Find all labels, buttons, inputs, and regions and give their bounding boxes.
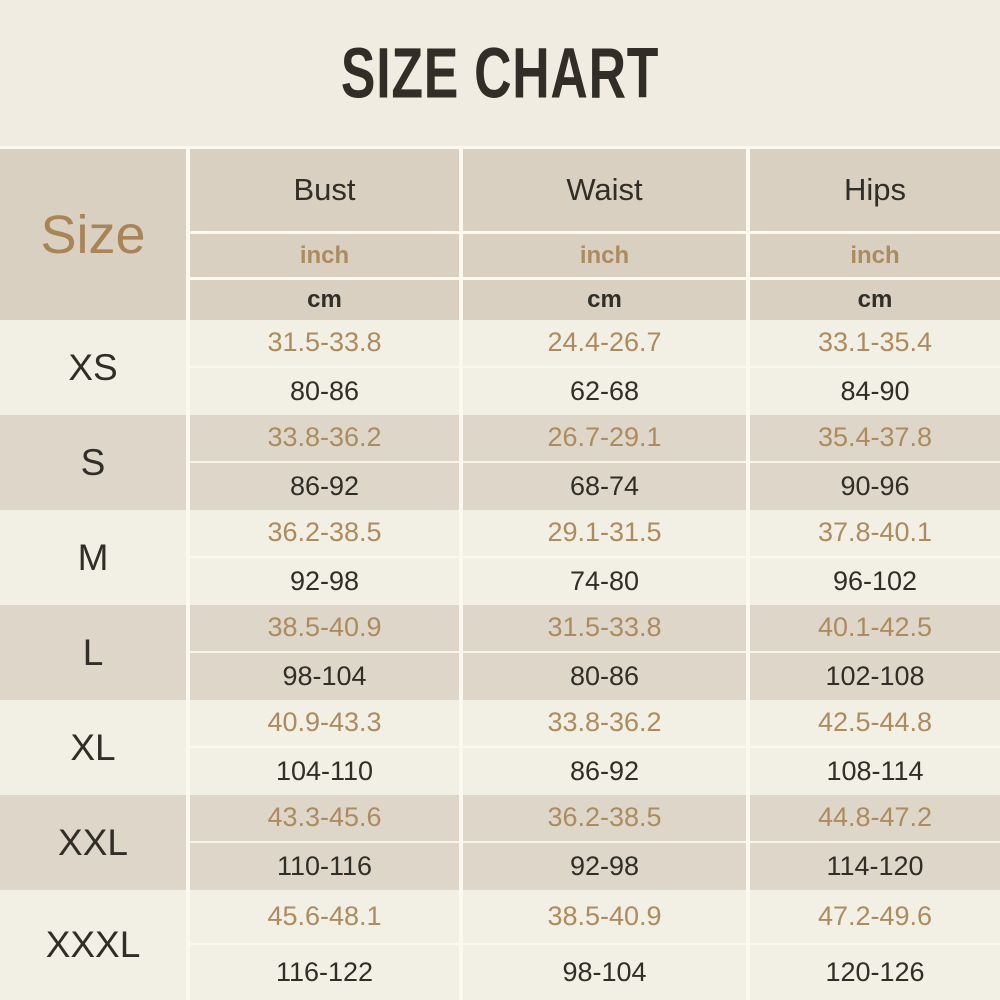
bust-values: 36.2-38.5 92-98: [190, 510, 459, 605]
waist-values: 29.1-31.5 74-80: [463, 510, 746, 605]
bust-values: 43.3-45.6 110-116: [190, 795, 459, 890]
waist-inch-value: 29.1-31.5: [463, 510, 746, 558]
waist-values: 38.5-40.9 98-104: [463, 890, 746, 1000]
waist-inch-value: 26.7-29.1: [463, 415, 746, 463]
waist-values: 33.8-36.2 86-92: [463, 700, 746, 795]
unit-label-cm: cm: [190, 280, 459, 320]
hips-values: 44.8-47.2 114-120: [750, 795, 1000, 890]
hips-inch-value: 37.8-40.1: [750, 510, 1000, 558]
hips-inch-value: 44.8-47.2: [750, 795, 1000, 843]
bust-inch-value: 31.5-33.8: [190, 320, 459, 368]
size-row-s: S 33.8-36.2 86-92 26.7-29.1 68-74 35.4-3…: [0, 415, 1000, 510]
unit-row-cm: cm cm cm: [190, 280, 1000, 320]
bust-cm-value: 80-86: [289, 375, 360, 406]
bust-values: 38.5-40.9 98-104: [190, 605, 459, 700]
hips-values: 37.8-40.1 96-102: [750, 510, 1000, 605]
size-table: Size Bust Waist Hips inch inch inch cm c…: [0, 146, 1000, 1000]
waist-values: 24.4-26.7 62-68: [463, 320, 746, 415]
measurement-name-row: Bust Waist Hips: [190, 149, 1000, 231]
hips-inch-value: 40.1-42.5: [750, 605, 1000, 653]
unit-label-inch: inch: [190, 234, 459, 277]
hips-cm-value: 102-108: [825, 660, 925, 691]
title-area: SIZE CHART: [0, 0, 1000, 146]
size-label: XS: [0, 320, 186, 415]
waist-cm-value: 62-68: [569, 375, 640, 406]
size-row-l: L 38.5-40.9 98-104 31.5-33.8 80-86 40.1-…: [0, 605, 1000, 700]
waist-values: 26.7-29.1 68-74: [463, 415, 746, 510]
unit-label-inch: inch: [463, 234, 746, 277]
hips-inch-value: 33.1-35.4: [750, 320, 1000, 368]
hips-cm-value: 120-126: [825, 957, 925, 987]
waist-inch-value: 31.5-33.8: [463, 605, 746, 653]
size-label: XXL: [0, 795, 186, 890]
bust-cm-value: 92-98: [289, 565, 360, 596]
column-header-bust: Bust: [190, 149, 459, 231]
hips-cm-value: 96-102: [832, 565, 918, 596]
column-header-size: Size: [0, 149, 186, 320]
size-row-xxxl: XXXL 45.6-48.1 116-122 38.5-40.9 98-104 …: [0, 890, 1000, 1000]
size-row-xs: XS 31.5-33.8 80-86 24.4-26.7 62-68 33.1-…: [0, 320, 1000, 415]
table-header: Size Bust Waist Hips inch inch inch cm c…: [0, 149, 1000, 320]
column-header-waist: Waist: [463, 149, 746, 231]
bust-inch-value: 45.6-48.1: [190, 890, 459, 945]
hips-values: 42.5-44.8 108-114: [750, 700, 1000, 795]
bust-cm-value: 104-110: [275, 755, 374, 786]
waist-cm-value: 80-86: [569, 660, 640, 691]
waist-values: 36.2-38.5 92-98: [463, 795, 746, 890]
header-measurements: Bust Waist Hips inch inch inch cm cm cm: [190, 149, 1000, 320]
column-header-hips: Hips: [750, 149, 1000, 231]
hips-inch-value: 47.2-49.6: [750, 890, 1000, 945]
hips-cm-value: 114-120: [826, 850, 924, 881]
bust-values: 33.8-36.2 86-92: [190, 415, 459, 510]
hips-values: 35.4-37.8 90-96: [750, 415, 1000, 510]
waist-cm-value: 92-98: [569, 850, 640, 881]
waist-cm-value: 68-74: [569, 470, 640, 501]
page-title: SIZE CHART: [340, 33, 660, 113]
hips-values: 40.1-42.5 102-108: [750, 605, 1000, 700]
hips-cm-value: 84-90: [840, 375, 910, 406]
waist-values: 31.5-33.8 80-86: [463, 605, 746, 700]
bust-cm-value: 98-104: [282, 660, 367, 691]
size-row-xxl: XXL 43.3-45.6 110-116 36.2-38.5 92-98 44…: [0, 795, 1000, 890]
hips-cm-value: 90-96: [840, 470, 910, 501]
bust-inch-value: 36.2-38.5: [190, 510, 459, 558]
bust-cm-value: 116-122: [275, 957, 374, 987]
bust-inch-value: 33.8-36.2: [190, 415, 459, 463]
size-row-m: M 36.2-38.5 92-98 29.1-31.5 74-80 37.8-4…: [0, 510, 1000, 605]
hips-values: 33.1-35.4 84-90: [750, 320, 1000, 415]
bust-inch-value: 43.3-45.6: [190, 795, 459, 843]
size-row-xl: XL 40.9-43.3 104-110 33.8-36.2 86-92 42.…: [0, 700, 1000, 795]
hips-values: 47.2-49.6 120-126: [750, 890, 1000, 1000]
bust-inch-value: 40.9-43.3: [190, 700, 459, 748]
waist-inch-value: 38.5-40.9: [463, 890, 746, 945]
size-label: XL: [0, 700, 186, 795]
waist-inch-value: 24.4-26.7: [463, 320, 746, 368]
bust-cm-value: 110-116: [276, 850, 373, 881]
bust-values: 40.9-43.3 104-110: [190, 700, 459, 795]
waist-cm-value: 86-92: [569, 755, 640, 786]
hips-inch-value: 42.5-44.8: [750, 700, 1000, 748]
unit-label-inch: inch: [750, 234, 1000, 277]
waist-cm-value: 98-104: [562, 957, 647, 987]
unit-label-cm: cm: [463, 280, 746, 320]
unit-row-inch: inch inch inch: [190, 234, 1000, 277]
size-label: XXXL: [0, 890, 186, 1000]
bust-values: 31.5-33.8 80-86: [190, 320, 459, 415]
hips-inch-value: 35.4-37.8: [750, 415, 1000, 463]
bust-values: 45.6-48.1 116-122: [190, 890, 459, 1000]
size-label: L: [0, 605, 186, 700]
waist-inch-value: 36.2-38.5: [463, 795, 746, 843]
bust-cm-value: 86-92: [289, 470, 360, 501]
waist-cm-value: 74-80: [569, 565, 640, 596]
waist-inch-value: 33.8-36.2: [463, 700, 746, 748]
size-label: M: [0, 510, 186, 605]
size-label: S: [0, 415, 186, 510]
unit-label-cm: cm: [750, 280, 1000, 320]
bust-inch-value: 38.5-40.9: [190, 605, 459, 653]
hips-cm-value: 108-114: [826, 755, 924, 786]
